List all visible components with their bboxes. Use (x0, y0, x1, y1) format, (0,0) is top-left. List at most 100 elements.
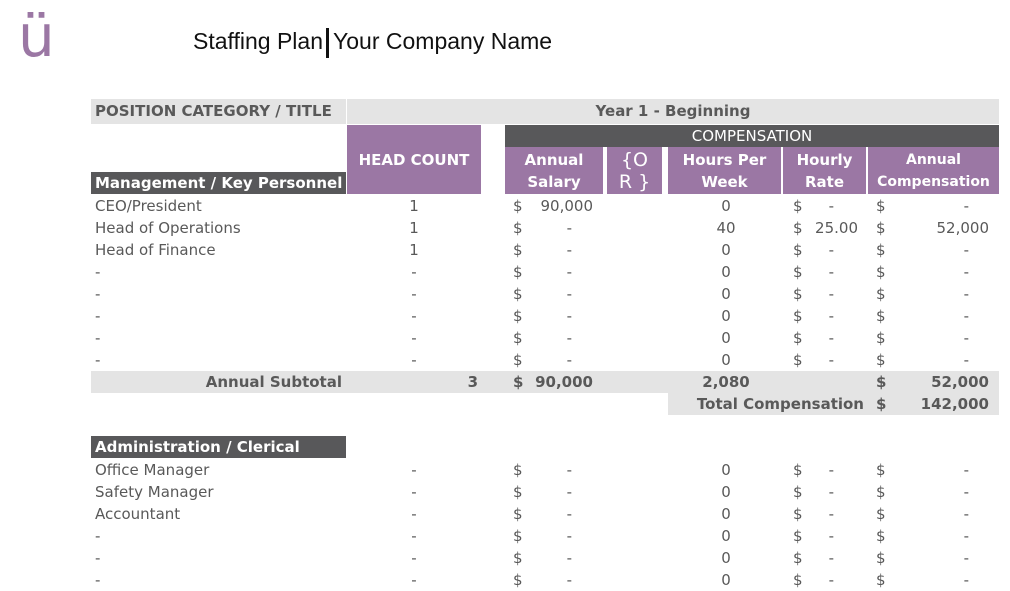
hourly-rate: - (828, 307, 834, 325)
head-count: - (411, 483, 417, 501)
hourly-rate: 25.00 (815, 219, 858, 237)
currency-sign: $ (513, 483, 523, 501)
currency-sign: $ (876, 505, 886, 523)
hourly-rate: - (828, 197, 834, 215)
total-row (668, 393, 999, 415)
currency-sign: $ (876, 571, 886, 589)
subtotal-row (91, 371, 999, 393)
hours-per-week: 0 (721, 527, 731, 545)
hours-per-week: 0 (721, 351, 731, 369)
currency-sign: $ (793, 351, 803, 369)
position-title: CEO/President (95, 197, 202, 215)
position-title: Head of Operations (95, 219, 241, 237)
position-title: - (95, 527, 101, 545)
head-count: 1 (409, 197, 419, 215)
currency-sign: $ (513, 219, 523, 237)
position-header: POSITION CATEGORY / TITLE (91, 99, 346, 124)
currency-sign: $ (793, 571, 803, 589)
currency-sign: $ (876, 263, 886, 281)
head-count: - (411, 549, 417, 567)
currency-sign: $ (876, 329, 886, 347)
currency-sign: $ (793, 329, 803, 347)
currency-sign: $ (876, 461, 886, 479)
currency-sign: $ (513, 505, 523, 523)
hours-per-week: 0 (721, 197, 731, 215)
annual-compensation: - (963, 263, 969, 281)
currency-sign: $ (876, 395, 887, 413)
currency-sign: $ (876, 351, 886, 369)
currency-sign: $ (876, 219, 886, 237)
title-divider (326, 28, 330, 58)
currency-sign: $ (876, 197, 886, 215)
subtotal-label: Annual Subtotal (205, 373, 342, 391)
section-header: Administration / Clerical (91, 436, 346, 458)
annual-salary: - (566, 527, 572, 545)
hours-header: Hours Per Week (668, 147, 781, 194)
annual-salary: - (566, 461, 572, 479)
hours-per-week: 0 (721, 483, 731, 501)
annual-compensation: 52,000 (936, 219, 990, 237)
position-title: - (95, 571, 101, 589)
annual-compensation: - (963, 241, 969, 259)
hours-per-week: 0 (721, 461, 731, 479)
currency-sign: $ (876, 285, 886, 303)
currency-sign: $ (793, 307, 803, 325)
hourly-rate: - (828, 549, 834, 567)
currency-sign: $ (793, 197, 803, 215)
hours-per-week: 0 (721, 241, 731, 259)
currency-sign: $ (876, 307, 886, 325)
subtotal-hours: 2,080 (702, 373, 750, 391)
currency-sign: $ (513, 373, 524, 391)
hours-per-week: 0 (721, 549, 731, 567)
currency-sign: $ (793, 483, 803, 501)
currency-sign: $ (513, 263, 523, 281)
head-count: 1 (409, 219, 419, 237)
annual-salary: - (566, 571, 572, 589)
head-count: - (411, 307, 417, 325)
annual-salary: - (566, 307, 572, 325)
annual-compensation: - (963, 351, 969, 369)
hours-per-week: 0 (721, 285, 731, 303)
company-name: Your Company Name (333, 28, 553, 55)
annual-salary: - (566, 329, 572, 347)
compensation-header: COMPENSATION (505, 125, 999, 147)
head-count: - (411, 285, 417, 303)
head-count: - (411, 505, 417, 523)
currency-sign: $ (876, 241, 886, 259)
position-title: - (95, 329, 101, 347)
comp-header: Annual Compensation (868, 147, 999, 194)
currency-sign: $ (513, 241, 523, 259)
total-compensation: 142,000 (920, 395, 989, 413)
hourly-rate: - (828, 483, 834, 501)
hours-per-week: 0 (721, 307, 731, 325)
hourly-rate: - (828, 505, 834, 523)
currency-sign: $ (793, 527, 803, 545)
position-title: - (95, 263, 101, 281)
hours-per-week: 40 (716, 219, 736, 237)
hourly-rate: - (828, 351, 834, 369)
currency-sign: $ (513, 571, 523, 589)
annual-compensation: - (963, 527, 969, 545)
position-title: Accountant (95, 505, 181, 523)
hourly-rate: - (828, 527, 834, 545)
position-title: - (95, 549, 101, 567)
annual-compensation: - (963, 329, 969, 347)
currency-sign: $ (793, 505, 803, 523)
logo: ü (18, 2, 55, 70)
position-title: - (95, 351, 101, 369)
currency-sign: $ (793, 461, 803, 479)
hourly-rate: - (828, 461, 834, 479)
annual-salary: - (566, 263, 572, 281)
currency-sign: $ (513, 351, 523, 369)
title-text: Staffing Plan (193, 28, 324, 55)
total-label: Total Compensation (696, 395, 864, 413)
currency-sign: $ (513, 527, 523, 545)
annual-salary: - (566, 219, 572, 237)
rate-header: Hourly Rate (783, 147, 866, 194)
currency-sign: $ (876, 483, 886, 501)
head-count: - (411, 571, 417, 589)
currency-sign: $ (876, 527, 886, 545)
currency-sign: $ (793, 285, 803, 303)
currency-sign: $ (513, 329, 523, 347)
annual-compensation: - (963, 197, 969, 215)
